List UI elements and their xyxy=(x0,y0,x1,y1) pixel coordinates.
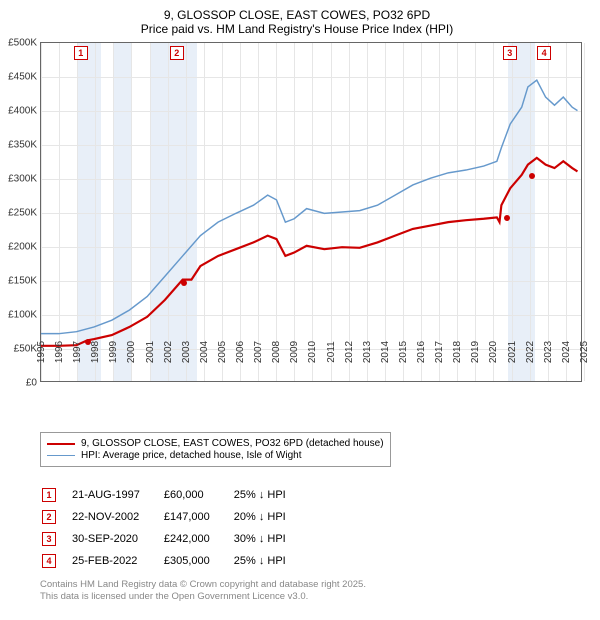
legend-swatch xyxy=(47,455,75,456)
x-tick-label: 2009 xyxy=(289,341,300,363)
x-tick-label: 2015 xyxy=(398,341,409,363)
x-tick-label: 2002 xyxy=(163,341,174,363)
sale-marker-box: 2 xyxy=(170,46,184,60)
plot-area: £0£50K£100K£150K£200K£250K£300K£350K£400… xyxy=(40,42,582,382)
y-tick-label: £50K xyxy=(14,344,37,355)
sale-delta: 30% ↓ HPI xyxy=(234,529,308,549)
footer-note: Contains HM Land Registry data © Crown c… xyxy=(40,579,590,604)
sale-date: 21-AUG-1997 xyxy=(72,485,162,505)
table-row: 3 30-SEP-2020£242,00030% ↓ HPI xyxy=(42,529,308,549)
table-row: 4 25-FEB-2022£305,00025% ↓ HPI xyxy=(42,551,308,571)
x-gridline xyxy=(584,43,585,381)
footer-line-2: This data is licensed under the Open Gov… xyxy=(40,591,308,602)
sale-price: £242,000 xyxy=(164,529,232,549)
legend-swatch xyxy=(47,443,75,445)
y-tick-label: £300K xyxy=(8,174,37,185)
x-tick-label: 2019 xyxy=(470,341,481,363)
x-tick-label: 2001 xyxy=(145,341,156,363)
x-tick-label: 2005 xyxy=(217,341,228,363)
chart-svg xyxy=(41,43,581,381)
x-tick-label: 2021 xyxy=(507,341,518,363)
x-tick-label: 2013 xyxy=(362,341,373,363)
x-tick-label: 2012 xyxy=(344,341,355,363)
x-tick-label: 2022 xyxy=(525,341,536,363)
x-tick-label: 1998 xyxy=(90,341,101,363)
y-tick-label: £200K xyxy=(8,242,37,253)
title-line-1: 9, GLOSSOP CLOSE, EAST COWES, PO32 6PD xyxy=(4,8,590,22)
x-tick-label: 2003 xyxy=(181,341,192,363)
sale-marker-box: 3 xyxy=(503,46,517,60)
y-tick-label: £400K xyxy=(8,106,37,117)
x-tick-label: 2010 xyxy=(307,341,318,363)
x-tick-label: 2006 xyxy=(235,341,246,363)
x-tick-label: 2008 xyxy=(271,341,282,363)
y-tick-label: £350K xyxy=(8,140,37,151)
legend-label: HPI: Average price, detached house, Isle… xyxy=(81,450,302,461)
x-tick-label: 1995 xyxy=(36,341,47,363)
sale-delta: 25% ↓ HPI xyxy=(234,485,308,505)
x-tick-label: 1997 xyxy=(72,341,83,363)
sale-marker-mini: 2 xyxy=(42,510,56,524)
x-tick-label: 2024 xyxy=(561,341,572,363)
y-tick-label: £450K xyxy=(8,72,37,83)
sale-dot xyxy=(181,280,187,286)
x-tick-label: 2023 xyxy=(543,341,554,363)
sale-delta: 25% ↓ HPI xyxy=(234,551,308,571)
sale-dot xyxy=(504,215,510,221)
x-tick-label: 2025 xyxy=(579,341,590,363)
sale-dot xyxy=(529,173,535,179)
series-price_paid xyxy=(41,158,577,346)
sale-marker-mini: 1 xyxy=(42,488,56,502)
series-hpi xyxy=(41,80,577,334)
y-tick-label: £150K xyxy=(8,276,37,287)
y-tick-label: £100K xyxy=(8,310,37,321)
title-block: 9, GLOSSOP CLOSE, EAST COWES, PO32 6PD P… xyxy=(4,8,590,36)
legend-label: 9, GLOSSOP CLOSE, EAST COWES, PO32 6PD (… xyxy=(81,438,384,449)
x-tick-label: 2000 xyxy=(126,341,137,363)
x-tick-label: 2017 xyxy=(434,341,445,363)
x-tick-label: 2007 xyxy=(253,341,264,363)
legend: 9, GLOSSOP CLOSE, EAST COWES, PO32 6PD (… xyxy=(40,432,391,467)
sales-table: 121-AUG-1997£60,00025% ↓ HPI222-NOV-2002… xyxy=(40,483,310,573)
sale-date: 25-FEB-2022 xyxy=(72,551,162,571)
footer-line-1: Contains HM Land Registry data © Crown c… xyxy=(40,579,366,590)
x-tick-label: 2014 xyxy=(380,341,391,363)
x-tick-label: 2011 xyxy=(326,341,337,363)
x-tick-label: 1999 xyxy=(108,341,119,363)
y-tick-label: £250K xyxy=(8,208,37,219)
sale-price: £60,000 xyxy=(164,485,232,505)
x-axis: 1995199619971998199920002001200220032004… xyxy=(36,348,592,388)
x-tick-label: 2020 xyxy=(488,341,499,363)
sale-marker-box: 4 xyxy=(537,46,551,60)
sale-marker-mini: 3 xyxy=(42,532,56,546)
table-row: 2 22-NOV-2002£147,00020% ↓ HPI xyxy=(42,507,308,527)
sale-marker-mini: 4 xyxy=(42,554,56,568)
table-row: 1 21-AUG-1997£60,00025% ↓ HPI xyxy=(42,485,308,505)
chart-container: 9, GLOSSOP CLOSE, EAST COWES, PO32 6PD P… xyxy=(0,0,600,612)
sale-delta: 20% ↓ HPI xyxy=(234,507,308,527)
sale-date: 22-NOV-2002 xyxy=(72,507,162,527)
sale-marker-box: 1 xyxy=(74,46,88,60)
sale-price: £147,000 xyxy=(164,507,232,527)
legend-row: 9, GLOSSOP CLOSE, EAST COWES, PO32 6PD (… xyxy=(47,438,384,449)
x-tick-label: 1996 xyxy=(54,341,65,363)
y-axis: £0£50K£100K£150K£200K£250K£300K£350K£400… xyxy=(5,43,39,381)
y-tick-label: £500K xyxy=(8,38,37,49)
legend-row: HPI: Average price, detached house, Isle… xyxy=(47,450,384,461)
sale-price: £305,000 xyxy=(164,551,232,571)
x-tick-label: 2016 xyxy=(416,341,427,363)
sale-date: 30-SEP-2020 xyxy=(72,529,162,549)
x-tick-label: 2004 xyxy=(199,341,210,363)
x-tick-label: 2018 xyxy=(452,341,463,363)
title-line-2: Price paid vs. HM Land Registry's House … xyxy=(4,22,590,36)
